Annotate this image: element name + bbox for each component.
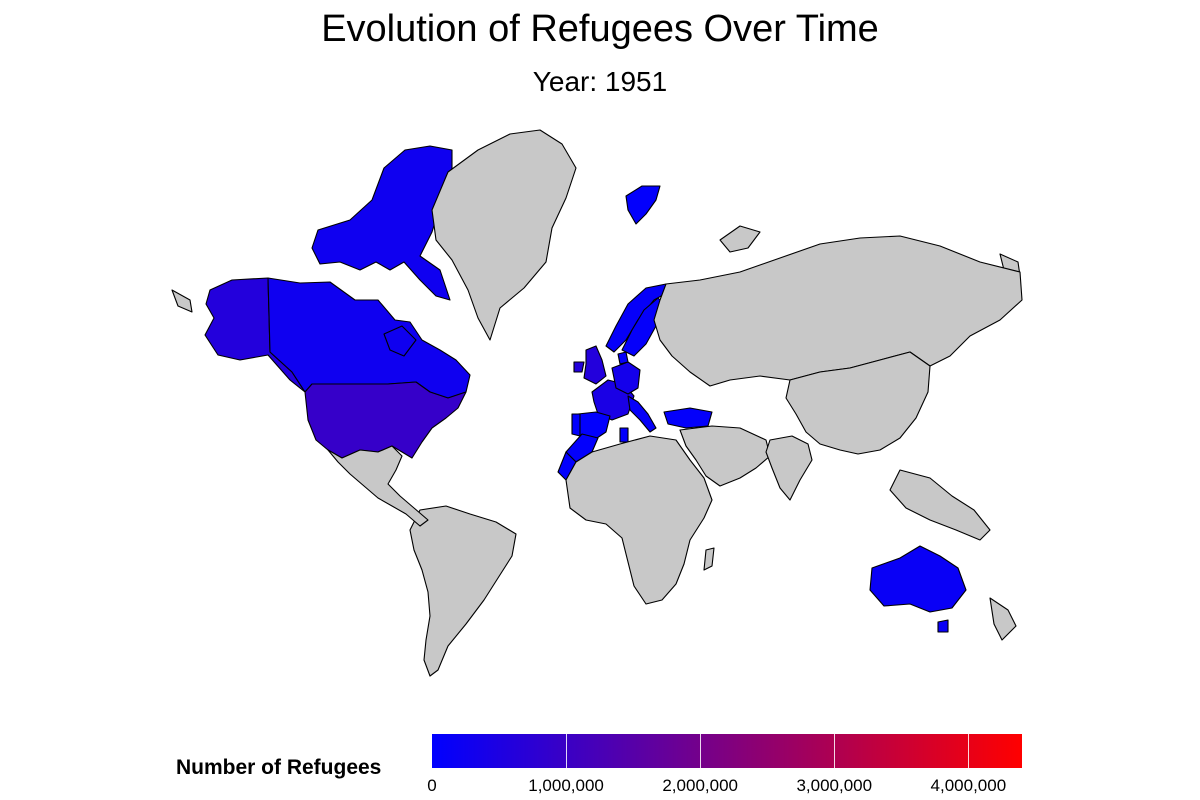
legend-tick-label: 0 bbox=[427, 776, 437, 795]
landmass-shape bbox=[889, 469, 991, 541]
country-united-kingdom bbox=[573, 345, 607, 385]
country-greenland bbox=[431, 129, 577, 341]
legend-tick-label: 4,000,000 bbox=[930, 776, 1007, 795]
country-turkey bbox=[663, 407, 713, 429]
legend-tick-mark bbox=[968, 734, 970, 768]
legend-tick-mark bbox=[700, 734, 702, 768]
map-subtitle: Year: 1951 bbox=[532, 66, 668, 97]
country-portugal bbox=[571, 413, 581, 437]
legend-tick-mark bbox=[834, 734, 836, 768]
country-india bbox=[765, 435, 813, 501]
map-title: Evolution of Refugees Over Time bbox=[321, 8, 879, 50]
legend-colorbar bbox=[432, 734, 1022, 768]
legend-tick-mark bbox=[566, 734, 568, 768]
country-denmark bbox=[617, 351, 629, 365]
landmass-shape bbox=[989, 597, 1017, 641]
country-south-america bbox=[409, 505, 517, 677]
country-middle-east bbox=[679, 425, 771, 487]
country-svalbard bbox=[625, 185, 661, 225]
country-tasmania bbox=[937, 619, 949, 633]
country-central-america bbox=[327, 445, 429, 527]
country-canadian-arctic-islands bbox=[311, 145, 453, 301]
country-africa bbox=[565, 435, 715, 605]
legend-title: Number of Refugees bbox=[176, 756, 382, 779]
country-china bbox=[785, 351, 931, 455]
country-italy bbox=[627, 395, 657, 433]
legend-tick-label: 3,000,000 bbox=[796, 776, 873, 795]
legend-tick-label: 2,000,000 bbox=[662, 776, 738, 795]
country-russia bbox=[653, 225, 1023, 387]
country-australia bbox=[869, 545, 967, 613]
country-tunisia bbox=[619, 427, 629, 443]
landmass-shape bbox=[171, 289, 193, 313]
legend-tick-label: 1,000,000 bbox=[528, 776, 604, 795]
